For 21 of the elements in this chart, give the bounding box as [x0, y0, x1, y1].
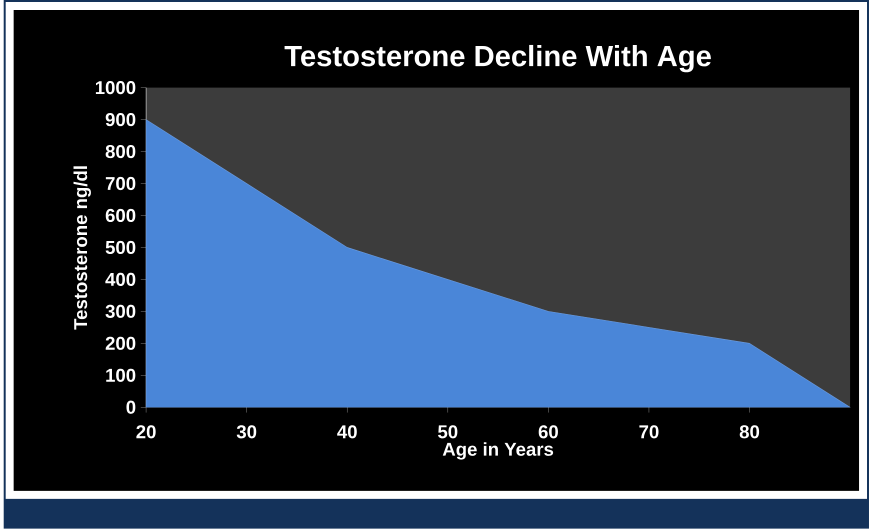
- y-tick-label: 600: [106, 209, 136, 222]
- x-axis-title: Age in Years: [442, 442, 554, 460]
- x-tick-label: 20: [136, 425, 156, 439]
- x-tick-label: 30: [236, 425, 256, 439]
- x-tick-label: 80: [740, 425, 760, 439]
- y-tick-label: 800: [106, 145, 136, 158]
- x-tick-label: 50: [438, 425, 458, 439]
- y-tick-label: 100: [106, 368, 136, 382]
- x-tick-label: 40: [337, 425, 357, 439]
- y-tick-label: 300: [105, 304, 136, 318]
- y-tick-label: 900: [106, 113, 136, 126]
- y-axis-title: Testosterone ng/dl: [74, 166, 91, 330]
- x-tick-label: 70: [639, 425, 659, 439]
- y-tick-label: 500: [106, 240, 136, 254]
- x-tick-label: 60: [538, 425, 558, 439]
- y-tick-label: 0: [126, 400, 136, 414]
- y-tick-label: 200: [106, 336, 136, 350]
- y-tick-label: 1000: [96, 81, 136, 94]
- y-tick-label: 700: [106, 177, 136, 190]
- chart-title: Testosterone Decline With Age: [284, 45, 711, 72]
- y-tick-label: 400: [105, 272, 136, 286]
